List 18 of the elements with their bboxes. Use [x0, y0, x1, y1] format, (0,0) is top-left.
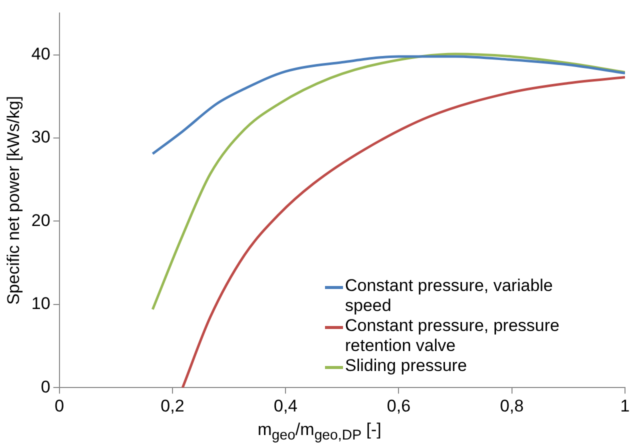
legend-label: Sliding pressure	[345, 356, 467, 376]
x-tick-label: 0,4	[274, 396, 298, 416]
line-series	[151, 55, 625, 156]
y-tick-label: 40	[31, 44, 50, 64]
x-axis-title: m$_{geo}$/m$_{geo,DP}$ [-]	[256, 420, 382, 443]
legend-label: Constant pressure, variable speed	[345, 276, 554, 316]
x-tick-label: 0,2	[160, 396, 184, 416]
y-tick-label: 30	[31, 128, 50, 147]
y-tick-label: 20	[31, 210, 50, 230]
x-tick-label: 1	[620, 396, 630, 416]
y-tick-label: 0	[40, 377, 50, 396]
line-series	[181, 76, 625, 388]
x-tick-label: 0	[54, 396, 64, 416]
x-tick-label: 0,6	[386, 396, 411, 416]
legend-label: Constant pressure, pressure retention valve	[345, 316, 560, 356]
y-axis-title: Specific net power [kWs/kg]	[4, 96, 23, 305]
y-tick-label: 10	[31, 294, 50, 314]
x-tick-label: 0,8	[500, 396, 524, 416]
